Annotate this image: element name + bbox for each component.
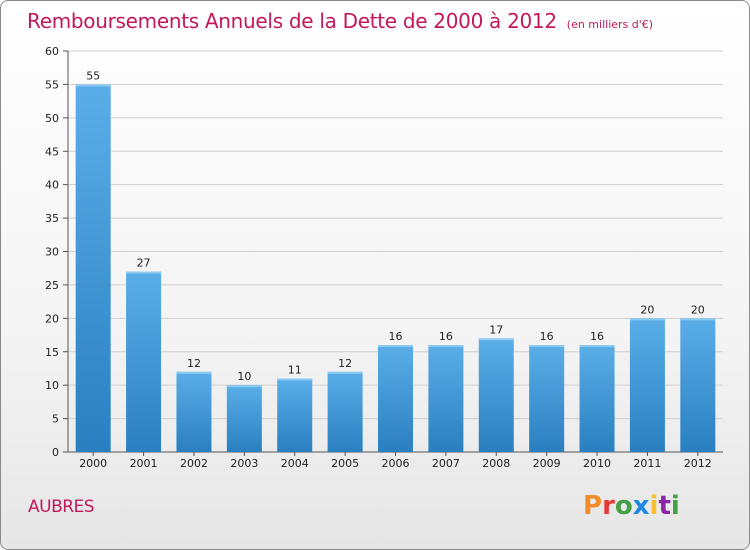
logo-letter: o — [614, 491, 633, 521]
x-tick-label: 2010 — [583, 457, 611, 470]
bar-highlight — [529, 345, 565, 348]
x-tick-label: 2000 — [79, 457, 107, 470]
bar-value-label: 16 — [540, 330, 554, 343]
x-tick-label: 2011 — [633, 457, 661, 470]
bar-value-label: 17 — [489, 323, 503, 336]
x-tick-label: 2008 — [482, 457, 510, 470]
bar-value-label: 16 — [590, 330, 604, 343]
bar-highlight — [579, 345, 615, 348]
logo-letter: t — [658, 491, 671, 521]
bar-highlight — [629, 318, 665, 321]
bar-value-label: 16 — [389, 330, 403, 343]
bar — [226, 385, 262, 452]
bar — [529, 345, 565, 452]
y-tick-label: 55 — [45, 78, 59, 91]
chart-unit: (en milliers d'€) — [566, 18, 654, 31]
bar — [327, 371, 363, 452]
x-tick-label: 2004 — [281, 457, 309, 470]
y-tick-label: 20 — [45, 312, 59, 325]
x-tick-label: 2001 — [130, 457, 158, 470]
bar-value-label: 16 — [439, 330, 453, 343]
bar-highlight — [176, 371, 212, 374]
x-tick-label: 2009 — [533, 457, 561, 470]
bar — [75, 84, 111, 453]
bar-highlight — [75, 84, 111, 87]
bar — [428, 345, 464, 452]
bar-value-label: 20 — [640, 303, 654, 316]
bar-highlight — [378, 345, 413, 348]
bar — [176, 371, 212, 452]
logo-letter: P — [583, 491, 603, 521]
bar — [277, 378, 313, 452]
y-tick-label: 60 — [45, 45, 59, 58]
x-tick-label: 2012 — [684, 457, 712, 470]
bar — [378, 345, 413, 452]
y-tick-label: 15 — [45, 346, 59, 359]
chart-title: Remboursements Annuels de la Dette de 20… — [27, 9, 653, 33]
bar — [680, 318, 716, 452]
y-tick-label: 25 — [45, 279, 59, 292]
data-labels: 55 27 12 10 11 12 16 16 17 16 16 20 20 — [86, 69, 705, 383]
bar-value-label: 11 — [288, 363, 302, 376]
x-tick-label: 2006 — [382, 457, 410, 470]
x-tick-label: 2003 — [230, 457, 258, 470]
bar-highlight — [327, 371, 363, 374]
x-tick-label: 2005 — [331, 457, 359, 470]
y-tick-label: 10 — [45, 379, 59, 392]
logo-letter: i — [649, 491, 659, 521]
bar-value-label: 12 — [338, 357, 352, 370]
bar — [629, 318, 665, 452]
bar-highlight — [277, 378, 313, 381]
bar-highlight — [680, 318, 716, 321]
bar-highlight — [126, 271, 162, 274]
y-tick-label: 35 — [45, 212, 59, 225]
bar-value-label: 20 — [691, 303, 705, 316]
x-tick-label: 2002 — [180, 457, 208, 470]
bars — [75, 84, 716, 453]
bar-highlight — [478, 338, 514, 341]
y-tick-label: 0 — [52, 446, 59, 459]
x-tick-label: 2007 — [432, 457, 460, 470]
bar-value-label: 27 — [137, 257, 151, 270]
bar-value-label: 55 — [86, 69, 100, 82]
chart-title-text: Remboursements Annuels de la Dette de 20… — [27, 9, 557, 33]
bar-highlight — [226, 385, 262, 388]
logo-letter: i — [670, 491, 680, 521]
logo-letter: x — [632, 491, 650, 521]
proxiti-logo: Proxiti — [583, 491, 680, 521]
commune-name: AUBRES — [28, 497, 95, 517]
bar-value-label: 10 — [237, 370, 251, 383]
bar — [126, 271, 162, 452]
y-tick-label: 40 — [45, 179, 59, 192]
y-tick-label: 30 — [45, 246, 59, 259]
y-tick-label: 45 — [45, 145, 59, 158]
logo-letter: r — [602, 491, 615, 521]
bar-highlight — [428, 345, 464, 348]
y-tick-label: 50 — [45, 112, 59, 125]
bar — [579, 345, 615, 452]
y-tick-label: 5 — [52, 413, 59, 426]
bar-value-label: 12 — [187, 357, 201, 370]
bar — [478, 338, 514, 452]
